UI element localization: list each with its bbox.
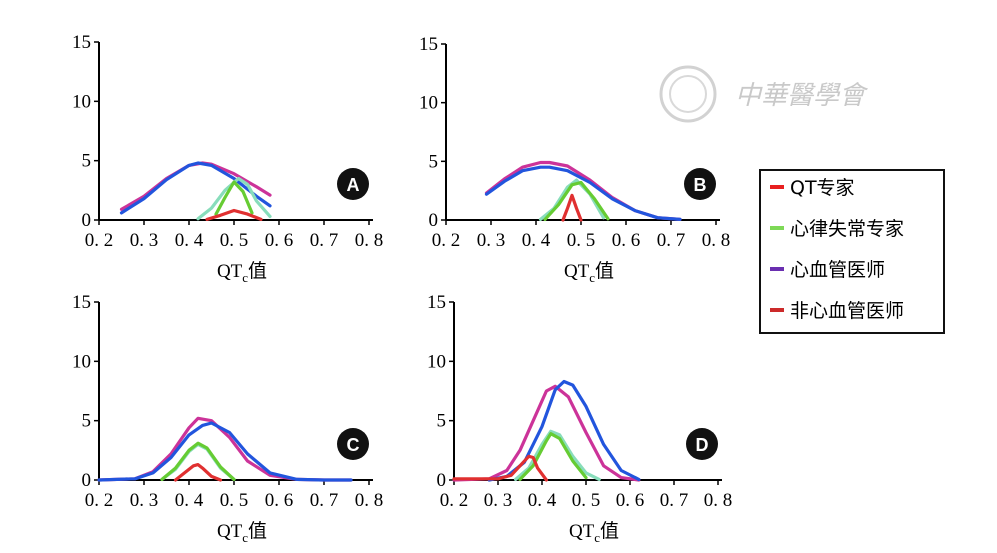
x-tick-label: 0. 2 (85, 490, 114, 511)
y-tick-label: 10 (427, 351, 446, 372)
watermark-text: 中華醫學會 (735, 81, 869, 111)
panel-badge-label: D (696, 435, 709, 455)
y-tick-label: 5 (82, 411, 92, 432)
y-tick-label: 15 (72, 32, 91, 53)
x-tick-label: 0. 6 (616, 490, 645, 511)
x-tick-label: 0. 3 (130, 490, 159, 511)
x-tick-label: 0. 8 (704, 490, 733, 511)
legend-item: 非心血管医师 (770, 300, 904, 322)
series-line (518, 432, 588, 481)
x-tick-label: 0. 7 (660, 490, 689, 511)
series-line (214, 180, 254, 216)
x-axis-label: QTc值 (217, 260, 267, 285)
legend-item: 心血管医师 (770, 259, 885, 281)
x-axis-label: QTc值 (217, 520, 267, 545)
series-line (543, 180, 610, 221)
panel-badge (337, 428, 369, 460)
legend-label: 非心血管医师 (790, 300, 904, 322)
y-tick-label: 5 (437, 411, 447, 432)
y-tick-label: 5 (429, 151, 439, 172)
series-line (561, 193, 583, 222)
y-tick-label: 10 (72, 351, 91, 372)
chart-panel-b: 0 5 10 15 0. 2 0. 3 0. 4 0. 5 0. 6 0. 7 0. 8 QTc值 B (419, 34, 730, 285)
legend-label: 心血管医师 (790, 259, 885, 281)
panel-badge-label: C (347, 435, 360, 455)
x-tick-label: 0. 5 (572, 490, 601, 511)
x-tick-label: 0. 3 (477, 230, 506, 251)
x-tick-label: 0. 5 (220, 490, 249, 511)
series-line (160, 441, 236, 481)
watermark: 中華醫學會 (659, 65, 869, 123)
legend-box (759, 169, 945, 334)
series-line (514, 429, 601, 481)
panel-badge-label: A (347, 175, 360, 195)
y-tick-label: 0 (82, 470, 92, 491)
y-tick-label: 15 (427, 292, 446, 313)
panel-badge (337, 168, 369, 200)
x-tick-label: 0. 4 (522, 230, 551, 251)
x-axis-label: QTc值 (569, 520, 619, 545)
watermark-seal-icon (659, 65, 717, 123)
y-tick-label: 10 (419, 93, 438, 114)
y-tick-label: 10 (72, 91, 91, 112)
chart-panel-a: 0 5 10 15 0. 2 0. 3 0. 4 0. 5 0. 6 0. 7 0. 8 QTc值 A (72, 32, 383, 285)
x-tick-label: 0. 5 (220, 230, 249, 251)
x-tick-label: 0. 6 (265, 230, 294, 251)
x-tick-label: 0. 4 (528, 490, 557, 511)
series-line (173, 463, 223, 482)
panel-badge (684, 168, 716, 200)
x-axis-label: QTc值 (564, 260, 614, 285)
x-tick-label: 0. 3 (130, 230, 159, 251)
series-line (452, 384, 641, 482)
series-line (196, 176, 272, 221)
x-tick-label: 0. 7 (657, 230, 686, 251)
legend-item: QT专家 (770, 177, 855, 199)
legend-label: 心律失常专家 (790, 218, 904, 240)
chart-panel-d: 0 5 10 15 0. 2 0. 3 0. 4 0. 5 0. 6 0. 7 0. 8 QTc值 D (427, 292, 732, 545)
x-tick-label: 0. 3 (484, 490, 513, 511)
x-tick-label: 0. 7 (310, 490, 339, 511)
series-line (484, 165, 682, 221)
series-line (484, 160, 682, 221)
y-tick-label: 0 (82, 210, 92, 231)
panel-badge (686, 428, 718, 460)
x-tick-label: 0. 8 (702, 230, 731, 251)
chart-panel-c: 0 5 10 15 0. 2 0. 3 0. 4 0. 5 0. 6 0. 7 0. 8 QTc值 C (72, 292, 383, 545)
x-tick-label: 0. 2 (85, 230, 114, 251)
x-tick-label: 0. 6 (612, 230, 641, 251)
y-tick-label: 0 (429, 210, 439, 231)
y-tick-label: 5 (82, 151, 92, 172)
x-tick-label: 0. 4 (175, 490, 204, 511)
x-tick-label: 0. 5 (567, 230, 596, 251)
x-tick-label: 0. 8 (355, 490, 384, 511)
x-tick-label: 0. 2 (432, 230, 461, 251)
x-tick-label: 0. 7 (310, 230, 339, 251)
x-tick-label: 0. 8 (355, 230, 384, 251)
y-tick-label: 0 (437, 470, 447, 491)
legend-label: QT专家 (790, 177, 855, 199)
x-tick-label: 0. 4 (175, 230, 204, 251)
legend-item: 心律失常专家 (770, 218, 904, 240)
y-tick-label: 15 (72, 292, 91, 313)
y-tick-label: 15 (419, 34, 438, 55)
series-line (452, 454, 548, 482)
series-line (97, 421, 353, 482)
x-tick-label: 0. 6 (265, 490, 294, 511)
series-line (205, 208, 263, 221)
x-tick-label: 0. 2 (440, 490, 469, 511)
panel-badge-label: B (694, 175, 707, 195)
